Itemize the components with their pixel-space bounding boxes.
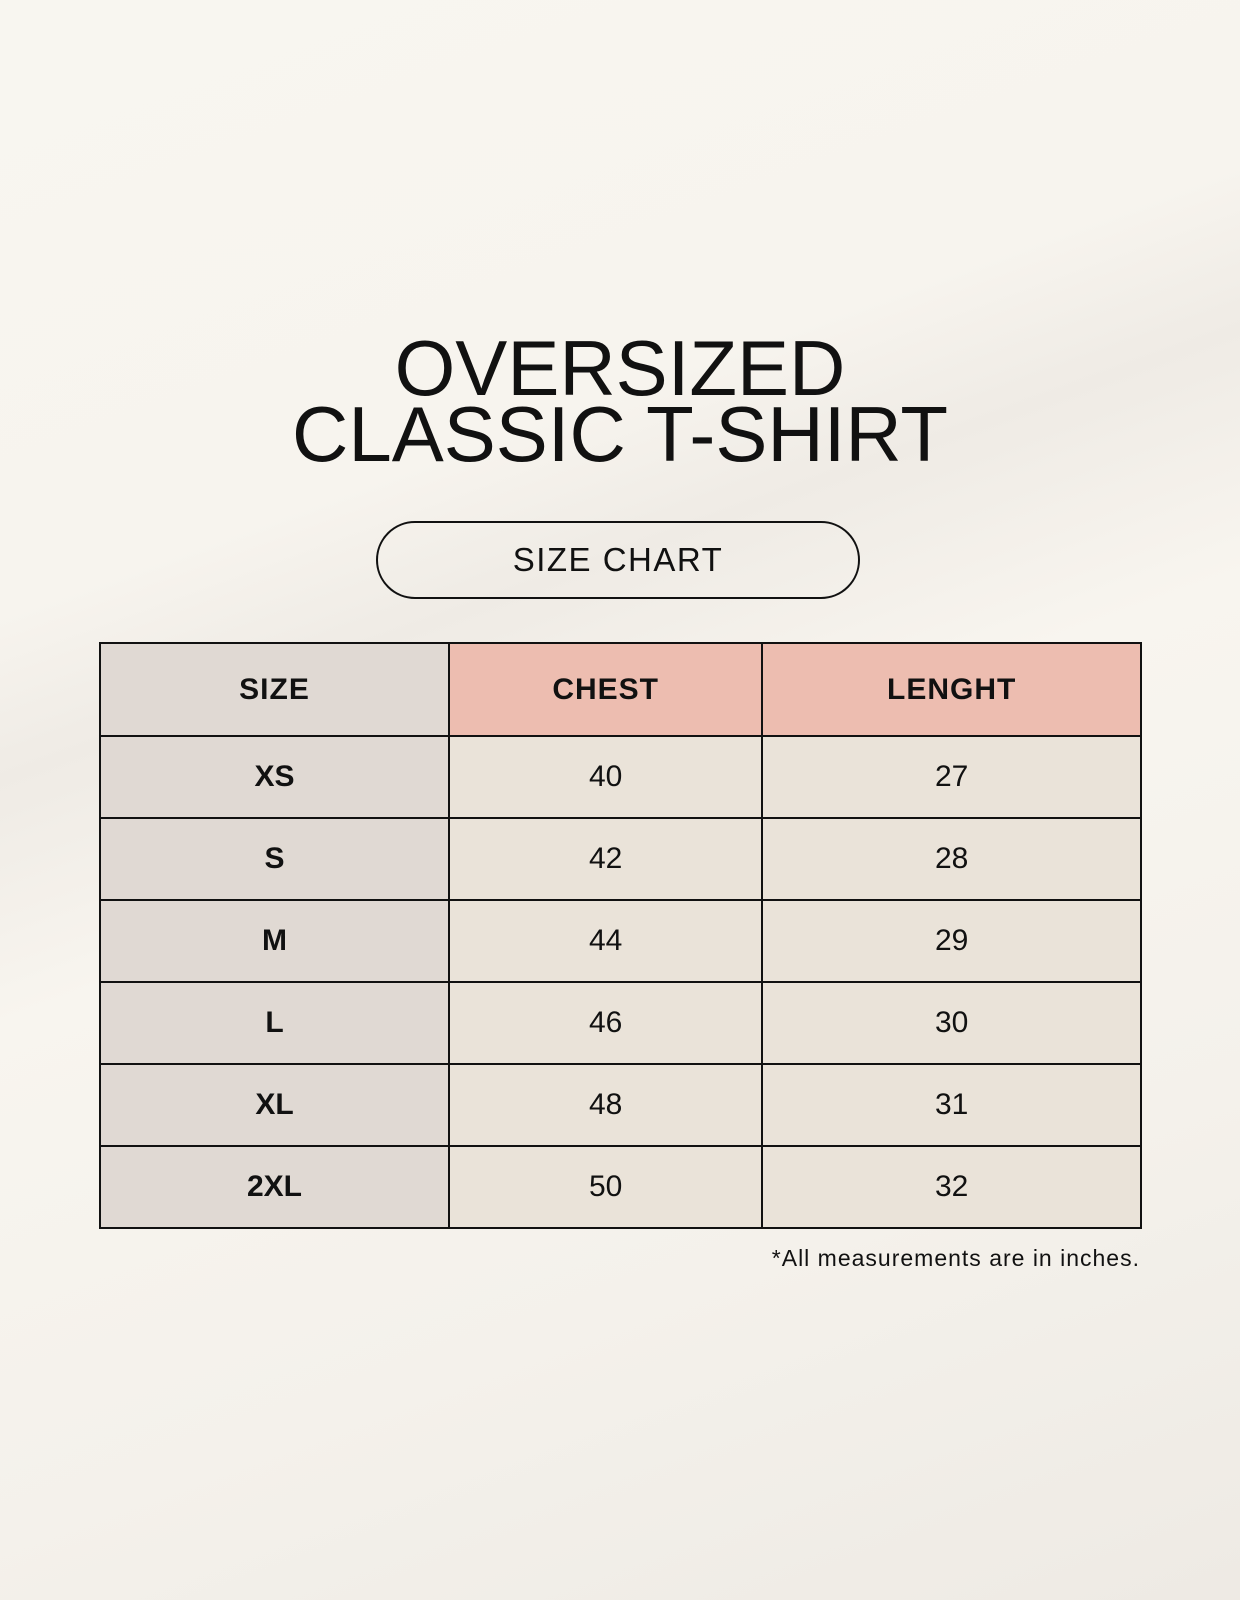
- length-cell: 30: [761, 981, 1142, 1065]
- length-cell: 28: [761, 817, 1142, 901]
- chest-cell: 46: [447, 981, 764, 1065]
- table-row: L 46 30: [99, 981, 1142, 1065]
- size-cell: XS: [99, 735, 450, 819]
- page-title: OVERSIZED CLASSIC T-SHIRT: [0, 324, 1240, 478]
- length-cell: 27: [761, 735, 1142, 819]
- chest-cell: 50: [447, 1145, 764, 1229]
- chest-cell: 40: [447, 735, 764, 819]
- table-row: M 44 29: [99, 899, 1142, 983]
- header-chest: CHEST: [447, 642, 764, 737]
- chest-cell: 44: [447, 899, 764, 983]
- size-cell: S: [99, 817, 450, 901]
- size-cell: XL: [99, 1063, 450, 1147]
- table-row: S 42 28: [99, 817, 1142, 901]
- length-cell: 32: [761, 1145, 1142, 1229]
- footnote: *All measurements are in inches.: [771, 1245, 1140, 1271]
- header-length: LENGHT: [761, 642, 1142, 737]
- size-chart-label: SIZE CHART: [376, 521, 860, 599]
- table-row: XL 48 31: [99, 1063, 1142, 1147]
- header-size: SIZE: [99, 642, 450, 737]
- title-line-2: CLASSIC T-SHIRT: [292, 390, 948, 478]
- table-row: 2XL 50 32: [99, 1145, 1142, 1229]
- table-header-row: SIZE CHEST LENGHT: [99, 642, 1142, 737]
- size-table: SIZE CHEST LENGHT XS 40 27 S 42 28 M 44 29 L 46 30 X…: [99, 642, 1142, 1229]
- table-row: XS 40 27: [99, 735, 1142, 819]
- chest-cell: 48: [447, 1063, 764, 1147]
- size-cell: M: [99, 899, 450, 983]
- size-cell: L: [99, 981, 450, 1065]
- chest-cell: 42: [447, 817, 764, 901]
- length-cell: 31: [761, 1063, 1142, 1147]
- length-cell: 29: [761, 899, 1142, 983]
- size-cell: 2XL: [99, 1145, 450, 1229]
- title-line-1: OVERSIZED: [394, 324, 846, 412]
